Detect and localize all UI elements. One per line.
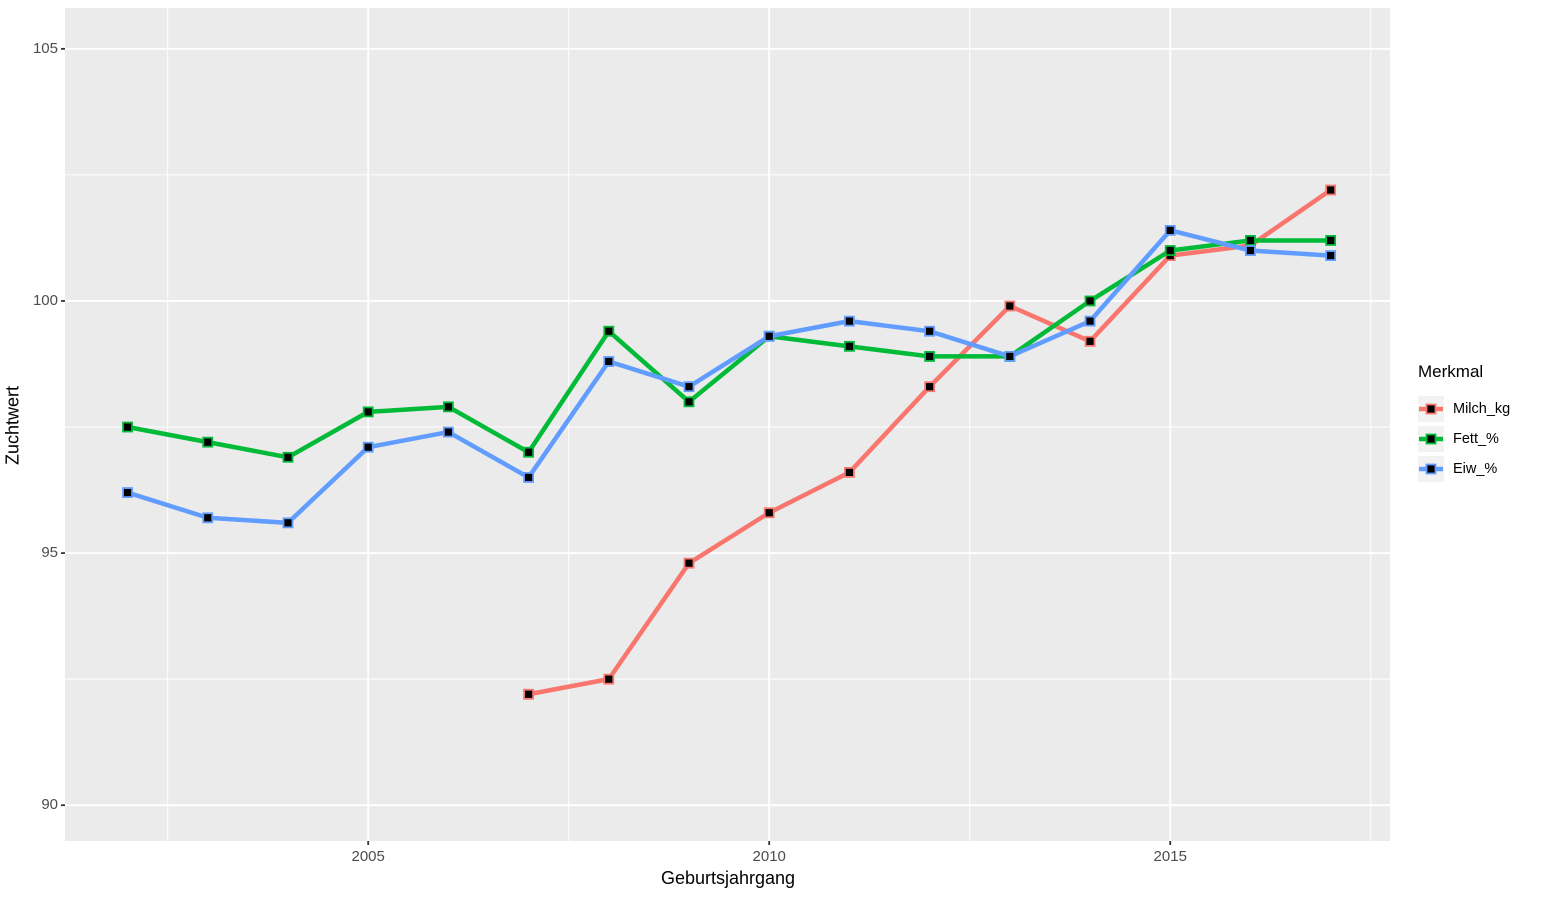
y-tick-label: 95 <box>41 544 58 562</box>
data-point-Fett_% <box>122 421 133 433</box>
legend-key-icon <box>1418 396 1444 422</box>
x-tick-label: 2010 <box>752 848 786 865</box>
data-point-Milch_kg <box>1084 335 1096 347</box>
data-point-Milch_kg <box>683 557 695 569</box>
data-point-Eiw_% <box>1004 351 1016 362</box>
data-point-Eiw_% <box>442 426 454 438</box>
data-point-Milch_kg <box>603 673 615 685</box>
data-point-Eiw_% <box>924 325 936 337</box>
data-point-Fett_% <box>844 340 855 352</box>
legend-item-Milch_kg: Milch_kg <box>1418 394 1510 424</box>
legend-key-icon <box>1418 426 1444 452</box>
legend-item-Fett_%: Fett_% <box>1418 424 1510 454</box>
data-point-Eiw_% <box>763 330 775 342</box>
plot-panel <box>65 8 1390 841</box>
legend-items: Milch_kg Fett_% Eiw_% <box>1418 394 1510 484</box>
legend-label: Fett_% <box>1453 431 1499 447</box>
data-point-Fett_% <box>1325 235 1337 246</box>
x-tick-label: 2015 <box>1153 848 1187 865</box>
data-point-Fett_% <box>1084 295 1096 307</box>
data-point-Eiw_% <box>1164 224 1176 236</box>
legend-item-Eiw_%: Eiw_% <box>1418 454 1510 484</box>
data-point-Fett_% <box>924 351 936 362</box>
data-point-Milch_kg <box>844 467 855 478</box>
data-point-Fett_% <box>362 406 374 418</box>
data-point-Eiw_% <box>683 381 695 393</box>
y-axis-title: Zuchtwert <box>2 385 23 466</box>
legend-key-icon <box>1418 456 1444 482</box>
legend-label: Milch_kg <box>1453 401 1511 417</box>
data-point-Eiw_% <box>603 356 615 367</box>
data-point-Milch_kg <box>1325 184 1337 196</box>
y-tick-label: 100 <box>32 291 58 309</box>
x-axis-title: Geburtsjahrgang <box>660 868 796 888</box>
data-point-Eiw_% <box>523 472 534 483</box>
data-point-Milch_kg <box>1004 300 1016 312</box>
data-point-Fett_% <box>603 325 615 337</box>
data-point-Fett_% <box>523 446 534 458</box>
legend-title: Merkmal <box>1418 362 1484 381</box>
x-tick-label: 2005 <box>351 848 385 865</box>
data-point-Eiw_% <box>122 487 133 498</box>
data-point-Fett_% <box>683 396 695 408</box>
data-point-Milch_kg <box>924 381 936 393</box>
series-line-Eiw_% <box>126 228 1331 526</box>
data-point-Milch_kg <box>763 507 775 519</box>
legend: Merkmal Milch_kg Fett_% Eiw_% <box>1418 362 1510 484</box>
data-point-Fett_% <box>442 401 454 413</box>
data-point-Eiw_% <box>1325 250 1337 261</box>
legend-label: Eiw_% <box>1453 461 1498 477</box>
y-tick-label: 105 <box>32 39 58 57</box>
data-point-Eiw_% <box>202 512 214 524</box>
data-point-Fett_% <box>1164 245 1176 256</box>
data-point-Fett_% <box>202 436 214 448</box>
data-point-Fett_% <box>282 451 294 463</box>
data-point-Eiw_% <box>282 517 294 529</box>
data-point-Eiw_% <box>1245 245 1256 256</box>
data-point-Eiw_% <box>844 315 855 327</box>
data-point-Fett_% <box>1245 235 1256 246</box>
y-tick-label: 90 <box>41 796 58 814</box>
data-point-Milch_kg <box>523 688 534 700</box>
data-point-Eiw_% <box>362 441 374 453</box>
data-point-Eiw_% <box>1084 315 1096 327</box>
